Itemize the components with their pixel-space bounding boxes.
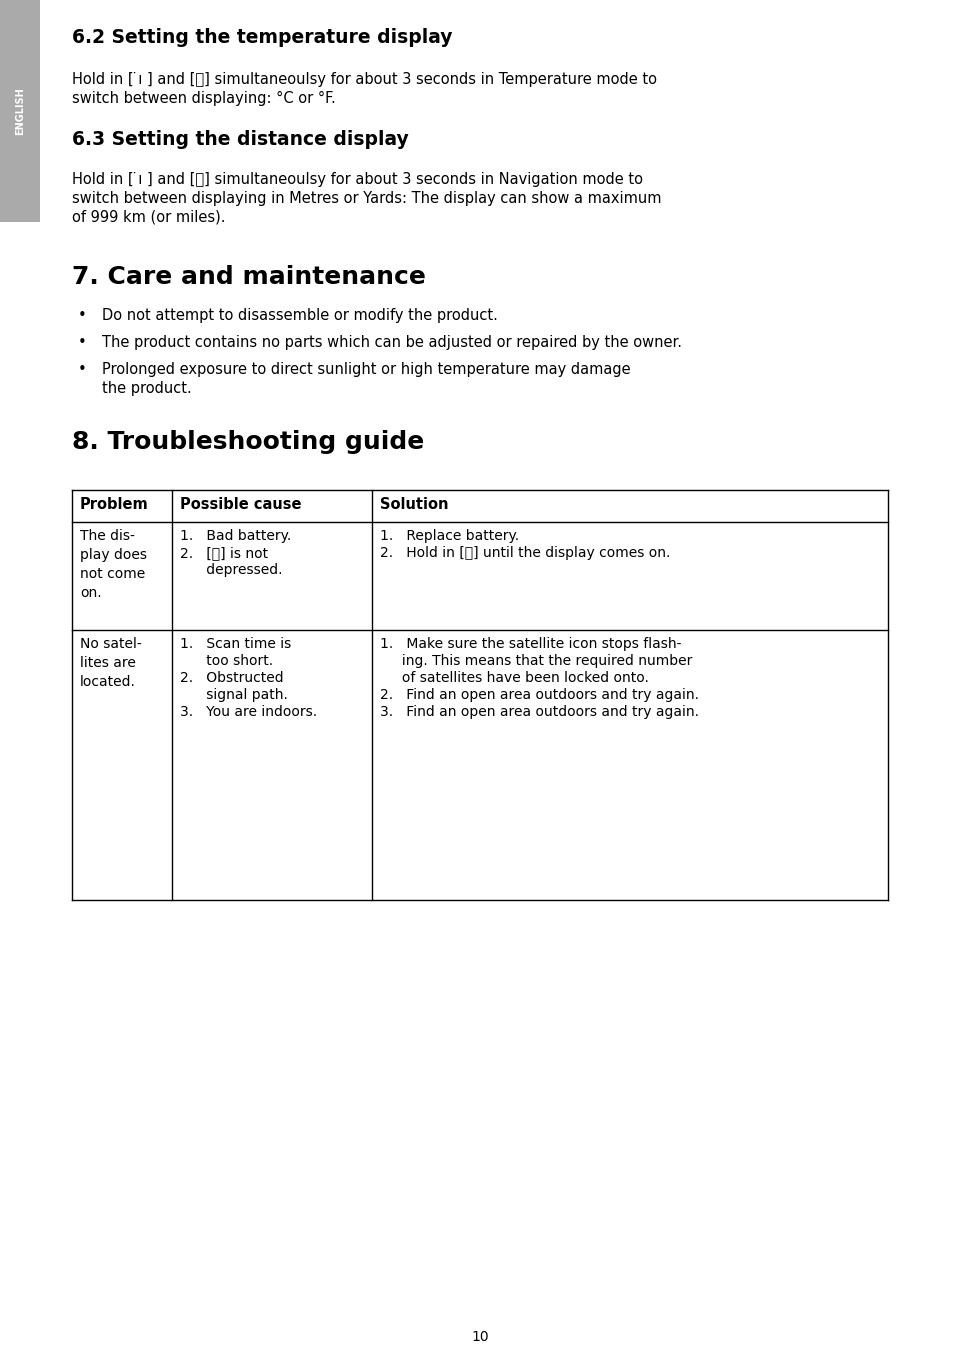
- Text: Solution: Solution: [380, 496, 448, 512]
- Text: depressed.: depressed.: [180, 563, 282, 577]
- Text: Prolonged exposure to direct sunlight or high temperature may damage: Prolonged exposure to direct sunlight or…: [102, 361, 631, 376]
- Text: 6.2 Setting the temperature display: 6.2 Setting the temperature display: [72, 29, 452, 46]
- Text: of satellites have been locked onto.: of satellites have been locked onto.: [380, 671, 649, 685]
- Text: •: •: [78, 308, 86, 323]
- Text: the product.: the product.: [102, 381, 192, 396]
- Text: Hold in [ ̇ı ] and [⏻] simultaneoulsy for about 3 seconds in Temperature mode to: Hold in [ ̇ı ] and [⏻] simultaneoulsy fo…: [72, 72, 657, 87]
- Text: of 999 km (or miles).: of 999 km (or miles).: [72, 210, 226, 225]
- Text: 2.   [⏻] is not: 2. [⏻] is not: [180, 546, 268, 561]
- Text: 2.   Hold in [⏻] until the display comes on.: 2. Hold in [⏻] until the display comes o…: [380, 546, 670, 561]
- Text: 1.   Bad battery.: 1. Bad battery.: [180, 529, 291, 543]
- Text: Hold in [ ̇ı ] and [⏻] simultaneoulsy for about 3 seconds in Navigation mode to: Hold in [ ̇ı ] and [⏻] simultaneoulsy fo…: [72, 172, 643, 187]
- Text: 3.   You are indoors.: 3. You are indoors.: [180, 705, 317, 719]
- Text: The dis-
play does
not come
on.: The dis- play does not come on.: [80, 529, 147, 600]
- Text: 8. Troubleshooting guide: 8. Troubleshooting guide: [72, 430, 424, 454]
- Text: 10: 10: [471, 1330, 489, 1344]
- Bar: [0, 0, 40, 222]
- Text: •: •: [78, 336, 86, 351]
- Text: No satel-
lites are
located.: No satel- lites are located.: [80, 637, 142, 689]
- Text: •: •: [78, 361, 86, 376]
- Text: ing. This means that the required number: ing. This means that the required number: [380, 653, 692, 668]
- Text: 7. Care and maintenance: 7. Care and maintenance: [72, 265, 426, 289]
- Text: 1.   Make sure the satellite icon stops flash-: 1. Make sure the satellite icon stops fl…: [380, 637, 682, 651]
- Text: 6.3 Setting the distance display: 6.3 Setting the distance display: [72, 130, 409, 149]
- Text: 1.   Scan time is: 1. Scan time is: [180, 637, 291, 651]
- Text: 2.   Obstructed: 2. Obstructed: [180, 671, 283, 685]
- Text: 1.   Replace battery.: 1. Replace battery.: [380, 529, 519, 543]
- Text: 2.   Find an open area outdoors and try again.: 2. Find an open area outdoors and try ag…: [380, 687, 699, 702]
- Text: switch between displaying: °C or °F.: switch between displaying: °C or °F.: [72, 91, 336, 106]
- Text: signal path.: signal path.: [180, 687, 288, 702]
- Text: too short.: too short.: [180, 653, 274, 668]
- Text: The product contains no parts which can be adjusted or repaired by the owner.: The product contains no parts which can …: [102, 336, 682, 351]
- Text: Possible cause: Possible cause: [180, 496, 301, 512]
- Text: ENGLISH: ENGLISH: [15, 87, 25, 135]
- Text: Do not attempt to disassemble or modify the product.: Do not attempt to disassemble or modify …: [102, 308, 498, 323]
- Text: Problem: Problem: [80, 496, 149, 512]
- Text: 3.   Find an open area outdoors and try again.: 3. Find an open area outdoors and try ag…: [380, 705, 699, 719]
- Text: switch between displaying in Metres or Yards: The display can show a maximum: switch between displaying in Metres or Y…: [72, 191, 661, 206]
